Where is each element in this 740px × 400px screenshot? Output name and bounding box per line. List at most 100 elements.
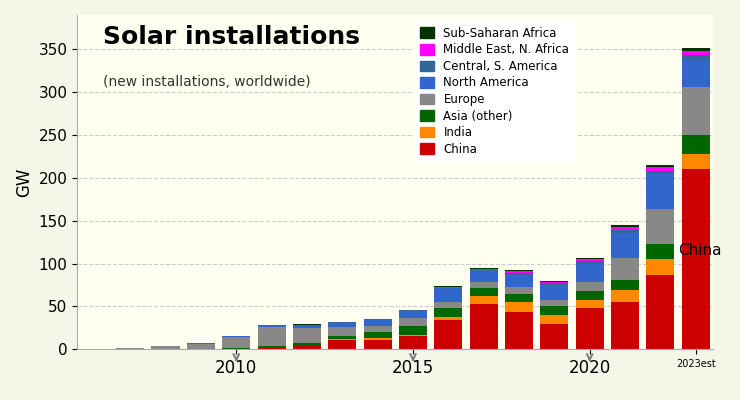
Bar [186,344,215,349]
Bar [611,258,639,280]
Text: (new installations, worldwide): (new installations, worldwide) [103,75,310,89]
Bar [328,336,357,339]
Bar [505,270,533,271]
Bar [505,312,533,349]
Bar [469,269,498,270]
Bar [258,327,286,346]
Bar [363,319,391,320]
Bar [434,302,462,308]
Bar [682,55,710,60]
Bar [540,281,568,282]
Text: Solar installations: Solar installations [103,25,360,49]
Bar [576,258,604,259]
Bar [505,271,533,273]
Bar [469,288,498,296]
Bar [469,270,498,271]
Bar [576,300,604,308]
Bar [363,340,391,349]
Y-axis label: GW: GW [15,168,33,197]
Bar [576,259,604,262]
Bar [646,244,674,259]
Bar [434,317,462,320]
Bar [434,308,462,317]
Bar [682,48,710,51]
Bar [258,346,286,347]
Bar [611,302,639,349]
Bar [363,332,391,338]
Bar [293,346,321,349]
Bar [399,311,427,318]
Bar [646,259,674,275]
Bar [363,320,391,326]
Bar [363,338,391,340]
Bar [646,275,674,349]
Bar [611,280,639,290]
Bar [646,174,674,209]
Bar [576,264,604,282]
Bar [328,340,357,349]
Bar [434,320,462,349]
Bar [505,273,533,275]
Bar [611,227,639,230]
Bar [576,308,604,349]
Bar [646,171,674,174]
Bar [399,326,427,335]
Bar [258,347,286,349]
Bar [646,209,674,244]
Bar [469,268,498,269]
Bar [258,325,286,327]
Bar [646,165,674,167]
Bar [363,326,391,332]
Bar [505,275,533,287]
Bar [293,344,321,346]
Bar [540,315,568,324]
Bar [611,230,639,233]
Bar [576,291,604,300]
Bar [576,282,604,291]
Bar [682,51,710,55]
Bar [434,288,462,302]
Bar [222,336,250,337]
Bar [682,60,710,87]
Bar [222,348,250,349]
Bar [328,327,357,336]
Bar [682,135,710,154]
Bar [328,323,357,327]
Bar [293,343,321,344]
Bar [469,282,498,288]
Bar [540,324,568,349]
Text: China: China [678,243,722,258]
Bar [399,310,427,311]
Bar [469,271,498,282]
Bar [540,300,568,306]
Bar [611,233,639,258]
Bar [540,306,568,315]
Bar [540,282,568,283]
Bar [540,283,568,285]
Bar [505,302,533,312]
Bar [328,339,357,340]
Bar [505,294,533,302]
Bar [293,325,321,328]
Bar [399,318,427,326]
Bar [186,343,215,344]
Bar [505,287,533,294]
Bar [434,286,462,287]
Bar [293,328,321,343]
Bar [682,169,710,349]
Bar [682,87,710,135]
Bar [682,154,710,169]
Bar [576,262,604,264]
Bar [469,296,498,304]
Bar [611,290,639,302]
Bar [434,287,462,288]
Bar [399,336,427,349]
Bar [469,304,498,349]
Bar [540,285,568,300]
Bar [399,335,427,336]
Bar [222,337,250,348]
Bar [152,346,180,349]
Bar [611,226,639,227]
Legend: Sub-Saharan Africa, Middle East, N. Africa, Central, S. America, North America, : Sub-Saharan Africa, Middle East, N. Afri… [414,21,575,162]
Bar [116,348,144,349]
